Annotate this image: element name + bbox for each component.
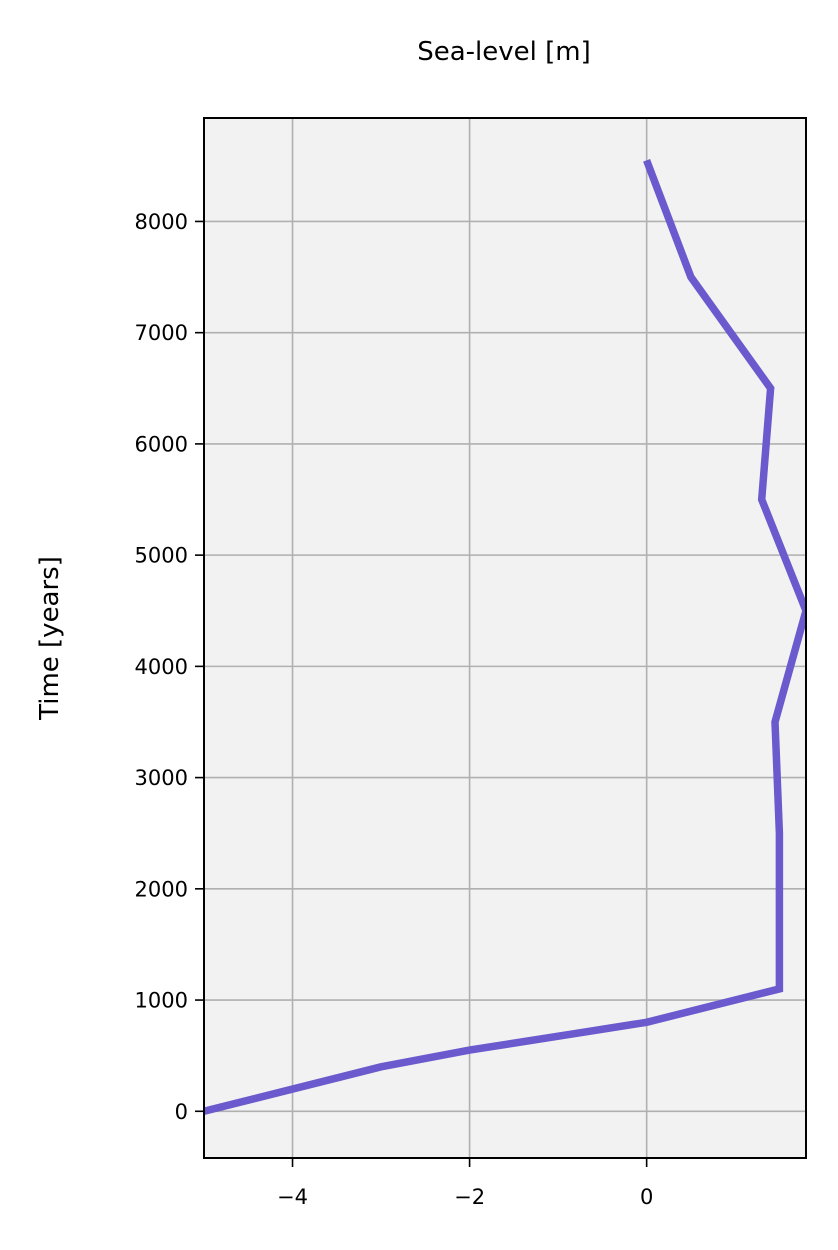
y-axis-ticks: 0 1000 2000 3000 4000 5000 6000 7000 8000 [135,210,204,1124]
y-tick-label: 7000 [135,321,188,345]
y-tick-label: 1000 [135,989,188,1013]
x-tick-label: 0 [640,1185,653,1209]
y-tick-label: 4000 [135,655,188,679]
grid-lines [204,118,806,1158]
x-tick-label: −2 [454,1185,485,1209]
y-tick-label: 5000 [135,544,188,568]
x-axis-ticks: −4 −2 0 [277,1158,653,1209]
y-tick-label: 8000 [135,210,188,234]
x-tick-label: −4 [277,1185,308,1209]
chart-title: Sea-level [m] [417,37,591,67]
y-axis-label: Time [years] [35,556,65,721]
series-line [204,158,806,1115]
plot-area-frame [203,117,807,1159]
y-tick-label: 2000 [135,877,188,901]
y-tick-label: 6000 [135,432,188,456]
data-series [204,158,806,1115]
y-tick-label: 3000 [135,766,188,790]
y-tick-label: 0 [175,1100,188,1124]
